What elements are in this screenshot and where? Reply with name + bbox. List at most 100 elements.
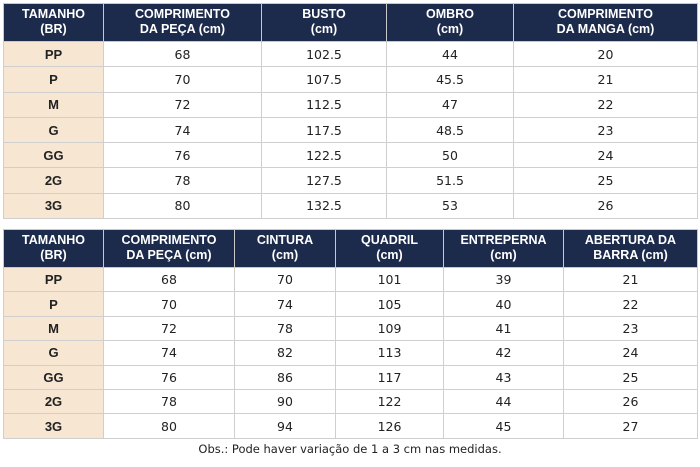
note: Obs.: Pode haver variação de 1 a 3 cm na… — [198, 442, 502, 456]
measure-cell: 24 — [513, 142, 698, 169]
measure-cell: 68 — [103, 266, 235, 293]
header-line: TAMANHO — [22, 7, 85, 21]
measure-cell: 82 — [234, 340, 336, 366]
table-row: 2G 78 90 122 44 26 — [3, 388, 698, 415]
header-cell: OMBRO (cm) — [386, 3, 514, 42]
header-cell: ENTREPERNA (cm) — [443, 229, 564, 268]
table-row: 2G 78 127.5 51.5 25 — [3, 167, 698, 194]
measure-cell: 41 — [443, 315, 564, 342]
measure-cell: 26 — [563, 388, 698, 415]
measure-cell: 72 — [103, 315, 235, 342]
measure-cell: 22 — [513, 91, 698, 118]
measure-cell: 74 — [103, 340, 235, 366]
table-body: PP 68 102.5 44 20 P 70 107.5 45.5 21 M 72 112.5 47 22 G… — [3, 40, 698, 220]
header-cell: COMPRIMENTO DA PEÇA (cm) — [103, 229, 235, 268]
measure-cell: 113 — [335, 340, 444, 366]
measure-cell: 45 — [443, 413, 564, 439]
measure-cell: 105 — [335, 291, 444, 317]
measure-cell: 70 — [103, 291, 235, 317]
measure-cell: 80 — [103, 413, 235, 439]
header-line: BUSTO — [302, 7, 346, 21]
measure-cell: 23 — [563, 315, 698, 342]
table-header: TAMANHO (BR) COMPRIMENTO DA PEÇA (cm) CINTUR… — [3, 229, 698, 268]
header-line: DA MANGA (cm) — [556, 22, 655, 36]
size-cell: G — [3, 116, 104, 144]
measure-cell: 24 — [563, 340, 698, 366]
header-line: OMBRO — [426, 7, 474, 21]
table-row: G 74 82 113 42 24 — [3, 340, 698, 366]
header-line: (cm) — [436, 22, 464, 36]
measure-cell: 21 — [563, 266, 698, 293]
size-cell: GG — [3, 364, 104, 390]
measure-cell: 40 — [443, 291, 564, 317]
measure-cell: 44 — [386, 40, 514, 68]
header-line: DA PEÇA (cm) — [126, 248, 212, 262]
table-row: GG 76 86 117 43 25 — [3, 364, 698, 390]
size-cell: GG — [3, 142, 104, 169]
measure-cell: 76 — [103, 142, 262, 169]
header-line: ABERTURA DA — [584, 233, 677, 247]
size-table-bottom: TAMANHO (BR) COMPRIMENTO DA PEÇA (cm) CINTUR… — [3, 229, 698, 439]
measure-cell: 112.5 — [261, 91, 387, 118]
measure-cell: 50 — [386, 142, 514, 169]
table-row: GG 76 122.5 50 24 — [3, 142, 698, 169]
measure-cell: 70 — [103, 66, 262, 93]
measure-cell: 86 — [234, 364, 336, 390]
measure-cell: 94 — [234, 413, 336, 439]
header-line: QUADRIL — [361, 233, 418, 247]
header-line: COMPRIMENTO — [558, 7, 653, 21]
header-line: DA PEÇA (cm) — [139, 22, 226, 36]
measure-cell: 47 — [386, 91, 514, 118]
header-row: TAMANHO (BR) COMPRIMENTO DA PEÇA (cm) CINTUR… — [3, 229, 698, 268]
size-cell: 2G — [3, 388, 104, 415]
header-line: (BR) — [40, 248, 67, 262]
measure-cell: 78 — [103, 388, 235, 415]
size-cell: G — [3, 340, 104, 366]
measure-cell: 78 — [234, 315, 336, 342]
size-cell: P — [3, 66, 104, 93]
size-cell: PP — [3, 40, 104, 68]
measure-cell: 126 — [335, 413, 444, 439]
measure-cell: 122.5 — [261, 142, 387, 169]
measure-cell: 51.5 — [386, 167, 514, 194]
header-cell: BUSTO (cm) — [261, 3, 387, 42]
measure-cell: 53 — [386, 192, 514, 220]
measure-cell: 21 — [513, 66, 698, 93]
header-cell: COMPRIMENTO DA MANGA (cm) — [513, 3, 698, 42]
size-cell: 3G — [3, 413, 104, 439]
header-cell: TAMANHO (BR) — [3, 3, 104, 42]
measure-cell: 102.5 — [261, 40, 387, 68]
measure-cell: 26 — [513, 192, 698, 220]
measure-cell: 117 — [335, 364, 444, 390]
header-cell: ABERTURA DA BARRA (cm) — [563, 229, 698, 268]
measure-cell: 76 — [103, 364, 235, 390]
header-line: ENTREPERNA — [460, 233, 547, 247]
header-row: TAMANHO (BR) COMPRIMENTO DA PEÇA (cm) BUSTO(… — [3, 3, 698, 42]
measure-cell: 132.5 — [261, 192, 387, 220]
measure-cell: 122 — [335, 388, 444, 415]
measure-cell: 78 — [103, 167, 262, 194]
measure-cell: 117.5 — [261, 116, 387, 144]
header-line: COMPRIMENTO — [121, 233, 217, 247]
header-cell: COMPRIMENTO DA PEÇA (cm) — [103, 3, 262, 42]
table-row: 3G 80 132.5 53 26 — [3, 192, 698, 220]
size-cell: P — [3, 291, 104, 317]
measure-cell: 127.5 — [261, 167, 387, 194]
measure-cell: 25 — [563, 364, 698, 390]
measure-cell: 45.5 — [386, 66, 514, 93]
size-table-top: TAMANHO (BR) COMPRIMENTO DA PEÇA (cm) BUSTO(… — [3, 3, 698, 220]
header-cell: CINTURA (cm) — [234, 229, 336, 268]
table-body: PP 68 70 101 39 21 P 70 74 105 40 22 M 72 78 109 41 23 G 74… — [3, 266, 698, 439]
measure-cell: 48.5 — [386, 116, 514, 144]
table-row: PP 68 70 101 39 21 — [3, 266, 698, 293]
measure-cell: 80 — [103, 192, 262, 220]
measure-cell: 109 — [335, 315, 444, 342]
measure-cell: 74 — [103, 116, 262, 144]
table-row: M 72 112.5 47 22 — [3, 91, 698, 118]
table-row: P 70 74 105 40 22 — [3, 291, 698, 317]
measure-cell: 74 — [234, 291, 336, 317]
size-cell: PP — [3, 266, 104, 293]
size-cell: M — [3, 315, 104, 342]
measure-cell: 107.5 — [261, 66, 387, 93]
